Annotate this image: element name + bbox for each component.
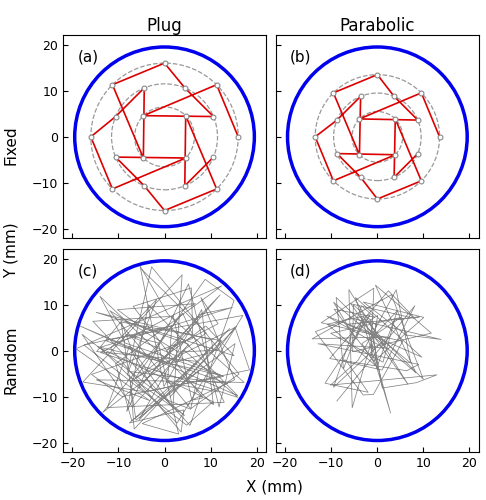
Text: Y (mm): Y (mm) [3, 222, 18, 278]
Text: Ramdom: Ramdom [3, 326, 18, 394]
Title: Parabolic: Parabolic [340, 18, 415, 36]
Text: X (mm): X (mm) [246, 480, 303, 495]
Title: Plug: Plug [147, 18, 182, 36]
Text: (c): (c) [77, 264, 98, 278]
Text: (a): (a) [77, 50, 99, 64]
Text: Fixed: Fixed [3, 125, 18, 165]
Text: (d): (d) [290, 264, 312, 278]
Text: (b): (b) [290, 50, 312, 64]
